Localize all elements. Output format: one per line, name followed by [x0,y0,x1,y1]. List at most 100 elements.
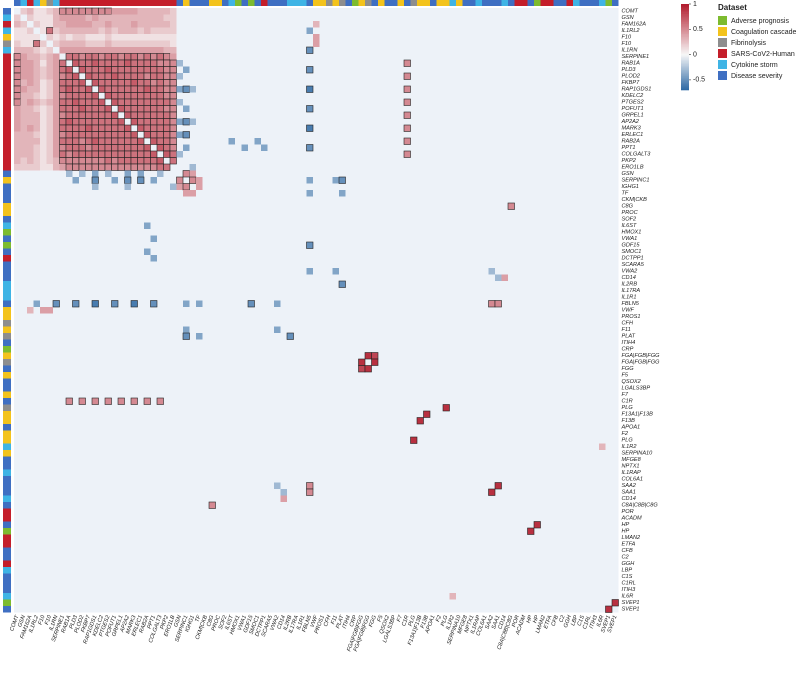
heatmap-cell [85,157,93,165]
row-group-marker [3,99,11,106]
row-group-marker [3,86,11,93]
heatmap-cell [403,150,411,158]
heatmap-cell [403,98,411,106]
heatmap-cell [46,21,53,28]
heatmap-cell [92,40,99,47]
heatmap-cell [157,170,164,177]
heatmap-cell [137,124,145,132]
colorbar-segment [681,4,689,6]
row-label: PTGES2 [622,100,645,106]
heatmap-cell [176,176,184,184]
heatmap-cell [111,92,119,100]
row-group-marker [3,190,11,197]
heatmap-cell [130,144,138,152]
colorbar-segment [681,84,689,86]
heatmap-cell [78,111,86,119]
heatmap-cell [137,14,144,21]
heatmap-cell [118,47,125,54]
row-group-marker [3,567,11,574]
column-label: VWF [310,614,320,628]
legend-swatch [718,38,727,47]
heatmap-cell [137,105,145,113]
row-group-marker [3,534,11,541]
heatmap-cell [92,47,99,54]
heatmap-cell [170,14,177,21]
row-group-marker [3,60,11,67]
heatmap-cell [111,157,119,165]
heatmap-cell [53,73,60,80]
row-label: ERO1LB [622,165,644,171]
heatmap-cell [46,8,53,15]
heatmap-cell [14,164,21,171]
row-label: C8G [622,204,634,210]
row-label: F11 [622,327,631,333]
row-label: GSN [622,171,635,177]
heatmap-cell [72,124,80,132]
heatmap-cell [98,53,106,61]
row-group-marker [3,476,11,483]
row-group-marker [3,34,11,41]
heatmap-cell [306,46,314,54]
row-group-marker [3,424,11,431]
heatmap-cell [111,21,118,28]
heatmap-cell [65,118,73,126]
row-label: ITIH3 [622,587,637,593]
row-group-marker [3,300,11,307]
heatmap-cell [53,34,60,41]
heatmap-cell [111,34,118,41]
row-label: SCARA5 [622,262,645,268]
heatmap-cell [33,125,40,132]
column-label: CD14 [497,615,508,631]
row-group-marker [3,294,11,301]
heatmap-cell [65,7,73,15]
row-group-marker [3,177,11,184]
legend-label: Adverse prognosis [731,18,789,25]
row-label: ETFA [622,542,636,548]
column-group-marker [365,0,372,6]
heatmap-cell [144,14,151,21]
heatmap-cell [169,79,177,87]
heatmap-cell [150,27,157,34]
heatmap-cell [104,85,112,93]
column-label: SAA2 [484,614,495,630]
row-label: GGH [622,561,636,567]
heatmap-cell [78,59,86,67]
heatmap-cell [85,21,92,28]
column-label: ETFA [543,614,553,629]
heatmap-cell [79,14,86,21]
heatmap-cell [163,92,171,100]
heatmap-cell [163,72,171,80]
heatmap-cell [143,397,151,405]
column-group-marker [53,0,60,6]
row-group-marker [3,138,11,145]
heatmap-cell [118,40,125,47]
heatmap-cell [53,118,60,125]
column-group-marker [46,0,53,6]
heatmap-cell [306,66,314,74]
heatmap-cell [157,34,164,41]
column-group-marker [183,0,190,6]
heatmap-cell [358,365,366,373]
column-group-marker [495,0,502,6]
heatmap-cell [59,98,67,106]
row-label: F13B [622,418,636,424]
heatmap-cell [247,300,255,308]
heatmap-cell [14,27,21,34]
heatmap-cell [111,131,119,139]
heatmap-cell [53,131,60,138]
heatmap-cell [13,53,21,61]
row-label: PLG [622,438,634,444]
heatmap-cell [72,27,79,34]
heatmap-cell [150,59,158,67]
row-label: SVEP1 [622,600,640,606]
heatmap-cell [79,21,86,28]
heatmap-cell [33,118,40,125]
row-label: PPT1 [622,145,636,151]
heatmap-cell [20,66,27,73]
row-group-marker [3,248,11,255]
row-group-marker [3,255,11,262]
heatmap-cell [189,86,196,93]
row-label: GRPEL1 [622,113,644,119]
heatmap-cell [40,27,47,34]
row-label: NPTX1 [622,464,640,470]
